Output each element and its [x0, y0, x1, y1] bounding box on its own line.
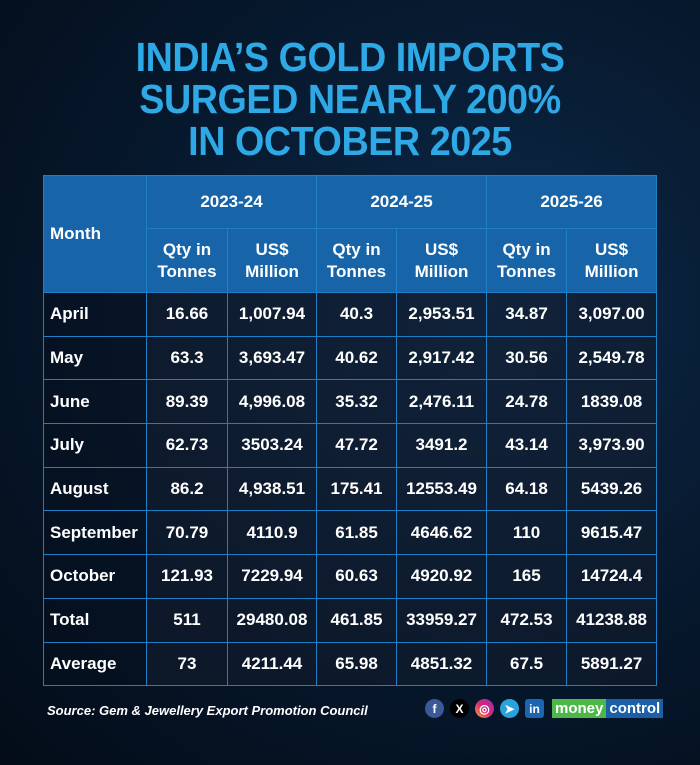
- value-cell: 2,476.11: [396, 379, 488, 425]
- month-cell: October: [43, 554, 147, 599]
- value-cell: 4,996.08: [226, 379, 318, 425]
- value-cell: 34.87: [486, 292, 568, 337]
- value-cell: 1,007.94: [226, 292, 318, 337]
- value-cell: 3,097.00: [566, 292, 658, 337]
- value-cell: 24.78: [486, 379, 568, 425]
- value-cell: 4920.92: [396, 554, 488, 599]
- value-cell: 2,549.78: [566, 335, 658, 381]
- value-cell: 4851.32: [396, 641, 488, 687]
- table-row: September 70.79 4110.9 61.85 4646.62 110 9615.…: [43, 510, 658, 556]
- value-cell: 121.93: [146, 554, 228, 599]
- headline-line: INDIA’S GOLD IMPORTS: [135, 34, 565, 80]
- value-cell: 175.41: [316, 466, 398, 512]
- value-cell: 30.56: [486, 335, 568, 381]
- source-note: Source: Gem & Jewellery Export Promotion…: [47, 703, 368, 718]
- month-cell: Average: [43, 641, 147, 687]
- logo-part: control: [606, 699, 664, 718]
- year-header: 2023-24: [145, 175, 318, 229]
- value-cell: 9615.47: [566, 510, 658, 556]
- value-cell: 3503.24: [226, 423, 318, 468]
- value-cell: 12553.49: [396, 466, 488, 512]
- instagram-icon[interactable]: ◎: [475, 699, 494, 718]
- telegram-icon[interactable]: ➤: [500, 699, 519, 718]
- table-row: October 121.93 7229.94 60.63 4920.92 165 14724…: [43, 554, 658, 599]
- table-row: Average 73 4211.44 65.98 4851.32 67.5 5891.27: [43, 641, 658, 687]
- value-cell: 65.98: [316, 641, 398, 687]
- month-cell: June: [43, 379, 147, 425]
- value-cell: 64.18: [486, 466, 568, 512]
- headline: INDIA’S GOLD IMPORTS SURGED NEARLY 200% …: [0, 36, 700, 162]
- value-cell: 3,693.47: [226, 335, 318, 381]
- value-cell: 4110.9: [226, 510, 318, 556]
- month-cell: August: [43, 466, 147, 512]
- value-cell: 14724.4: [566, 554, 658, 599]
- value-cell: 16.66: [146, 292, 228, 337]
- headline-line: SURGED NEARLY 200%: [139, 76, 561, 122]
- linkedin-icon[interactable]: in: [525, 699, 544, 718]
- value-cell: 3491.2: [396, 423, 488, 468]
- headline-line: IN OCTOBER 2025: [188, 118, 512, 164]
- value-cell: 4646.62: [396, 510, 488, 556]
- month-header: Month: [43, 175, 147, 293]
- value-cell: 67.5: [486, 641, 568, 687]
- moneycontrol-logo: money control: [552, 699, 664, 718]
- value-cell: 4211.44: [226, 641, 318, 687]
- year-header: 2025-26: [486, 175, 658, 229]
- subheader: Qty in Tonnes: [316, 228, 398, 293]
- x-icon[interactable]: X: [450, 699, 469, 718]
- value-cell: 35.32: [316, 379, 398, 425]
- value-cell: 511: [146, 597, 228, 643]
- table-row: July 62.73 3503.24 47.72 3491.2 43.14 3,973.90: [43, 423, 658, 468]
- month-cell: Total: [43, 597, 147, 643]
- value-cell: 2,953.51: [396, 292, 488, 337]
- value-cell: 62.73: [146, 423, 228, 468]
- table-row: May 63.3 3,693.47 40.62 2,917.42 30.56 2,549.7…: [43, 335, 658, 381]
- table-row: August 86.2 4,938.51 175.41 12553.49 64.18 543…: [43, 466, 658, 512]
- value-cell: 63.3: [146, 335, 228, 381]
- value-cell: 4,938.51: [226, 466, 318, 512]
- value-cell: 7229.94: [226, 554, 318, 599]
- value-cell: 110: [486, 510, 568, 556]
- subheader: Qty in Tonnes: [146, 228, 228, 293]
- value-cell: 60.63: [316, 554, 398, 599]
- value-cell: 29480.08: [226, 597, 318, 643]
- social-links: f X ◎ ➤ in money control: [425, 699, 664, 718]
- value-cell: 461.85: [316, 597, 398, 643]
- value-cell: 86.2: [146, 466, 228, 512]
- value-cell: 73: [146, 641, 228, 687]
- subheader: Qty in Tonnes: [486, 228, 568, 293]
- month-cell: July: [43, 423, 147, 468]
- value-cell: 1839.08: [566, 379, 658, 425]
- gold-imports-table: Month 2023-24 2024-25 2025-26 Qty in Tonn…: [43, 175, 658, 687]
- value-cell: 5891.27: [566, 641, 658, 687]
- value-cell: 89.39: [146, 379, 228, 425]
- logo-part: money: [552, 699, 607, 718]
- subheader: US$ Million: [566, 228, 658, 293]
- facebook-icon[interactable]: f: [425, 699, 444, 718]
- subheader: US$ Million: [396, 228, 488, 293]
- value-cell: 2,917.42: [396, 335, 488, 381]
- value-cell: 61.85: [316, 510, 398, 556]
- month-cell: April: [43, 292, 147, 337]
- value-cell: 47.72: [316, 423, 398, 468]
- value-cell: 40.62: [316, 335, 398, 381]
- value-cell: 43.14: [486, 423, 568, 468]
- value-cell: 165: [486, 554, 568, 599]
- month-cell: May: [43, 335, 147, 381]
- value-cell: 33959.27: [396, 597, 488, 643]
- value-cell: 3,973.90: [566, 423, 658, 468]
- month-cell: September: [43, 510, 147, 556]
- value-cell: 40.3: [316, 292, 398, 337]
- value-cell: 5439.26: [566, 466, 658, 512]
- table-row: April 16.66 1,007.94 40.3 2,953.51 34.87 3,097…: [43, 292, 658, 337]
- value-cell: 472.53: [486, 597, 568, 643]
- value-cell: 41238.88: [566, 597, 658, 643]
- year-header: 2024-25: [316, 175, 488, 229]
- table-row: June 89.39 4,996.08 35.32 2,476.11 24.78 1839.…: [43, 379, 658, 425]
- table-row: Total 511 29480.08 461.85 33959.27 472.53 4123…: [43, 597, 658, 643]
- subheader: US$ Million: [226, 228, 318, 293]
- value-cell: 70.79: [146, 510, 228, 556]
